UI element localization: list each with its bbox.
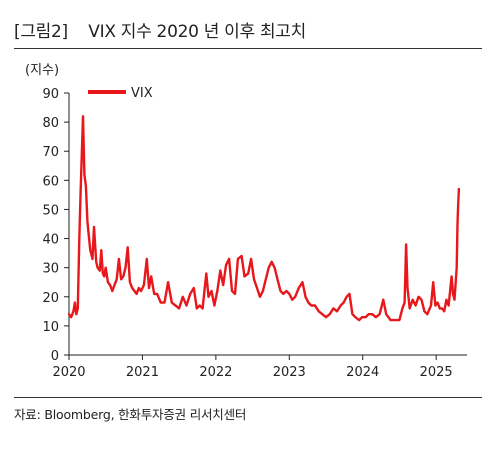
x-tick-label: 2020 [52, 365, 85, 380]
series-line-vix [67, 115, 461, 322]
y-tick-label: 50 [42, 203, 59, 218]
y-axis: 0 10 20 30 40 50 60 70 80 90 [42, 87, 70, 364]
y-tick-label: 90 [42, 87, 59, 102]
series-layer [67, 115, 461, 322]
y-tick-label: 80 [42, 116, 59, 131]
x-axis: 2020 2021 2022 2023 2024 2025 [52, 354, 467, 380]
title-divider [14, 48, 482, 49]
x-tick-label: 2023 [273, 365, 306, 380]
legend-label-vix: VIX [131, 86, 153, 101]
y-tick-label: 20 [42, 291, 59, 306]
y-tick-label: 60 [42, 174, 59, 189]
y-tick-label: 0 [51, 349, 59, 364]
x-tick-label: 2021 [126, 365, 159, 380]
y-tick-label: 70 [42, 145, 59, 160]
source-note: 자료: Bloomberg, 한화투자증권 리서치센터 [14, 407, 247, 422]
footer-divider [14, 397, 482, 398]
figure-title: [그림2] VIX 지수 2020 년 이후 최고치 [14, 22, 306, 42]
y-axis-unit-label: (지수) [25, 63, 59, 78]
x-tick-label: 2022 [199, 365, 232, 380]
x-tick-label: 2024 [346, 365, 379, 380]
legend: VIX [88, 86, 153, 101]
y-tick-label: 10 [42, 320, 59, 335]
y-tick-label: 30 [42, 262, 59, 277]
x-tick-label: 2025 [420, 365, 453, 380]
y-tick-label: 40 [42, 233, 59, 248]
